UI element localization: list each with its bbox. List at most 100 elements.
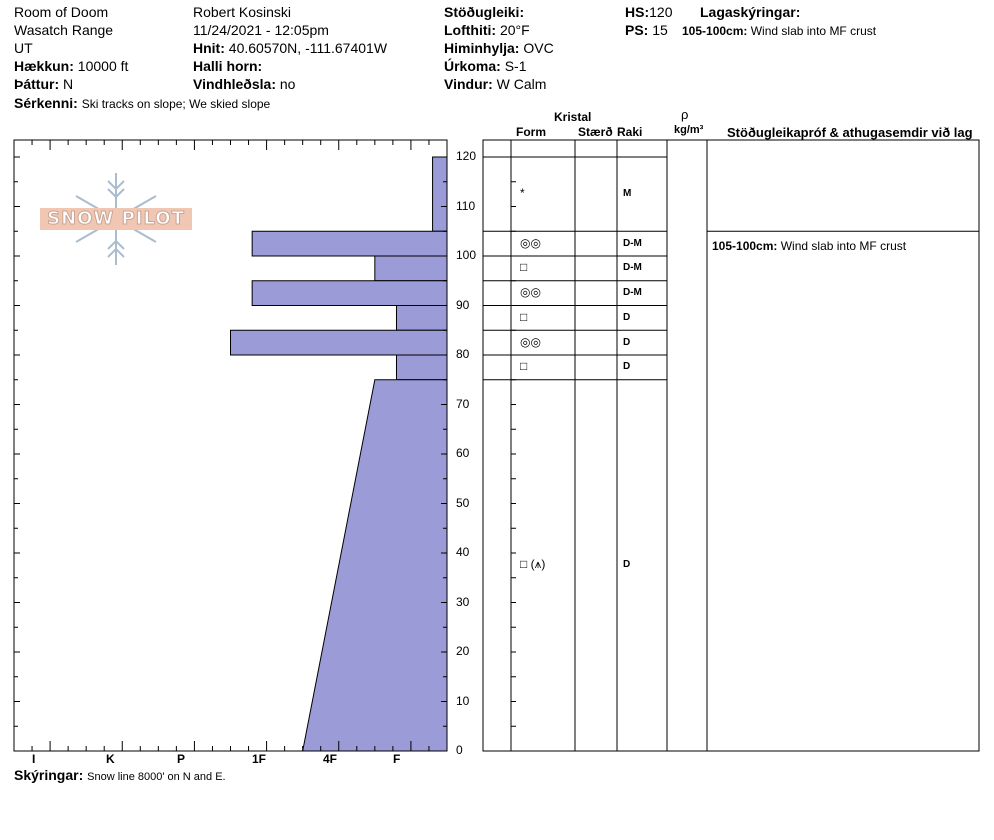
obs-datetime: 11/24/2021 - 12:05pm (193, 22, 329, 38)
slope-label: Halli horn: (193, 58, 263, 74)
y-tick-label: 100 (456, 248, 477, 262)
size-heading: Stærð (578, 125, 613, 139)
y-tick-label: 20 (456, 644, 470, 658)
precip-label: Úrkoma: (444, 58, 501, 74)
grain-form-symbol: □ (520, 309, 528, 324)
aspect-row: Þáttur: N (14, 75, 73, 93)
moisture-label: D-M (623, 287, 642, 299)
air-temp-label: Lofthiti: (444, 22, 497, 38)
layer-note: 105-100cm: Wind slab into MF crust (682, 22, 876, 40)
layer-comment-range: 105-100cm: (712, 239, 778, 254)
hardness-bar-5 (230, 329, 448, 356)
rho-heading: ρ (681, 107, 689, 122)
features-value: Ski tracks on slope; We skied slope (81, 97, 271, 111)
grain-form-symbol: □ (520, 359, 528, 374)
sky-label: Himinhylja: (444, 40, 520, 56)
air-temp-value: 20°F (499, 22, 530, 38)
form-heading: Form (516, 125, 546, 139)
layer-comment: 105-100cm: Wind slab into MF crust (712, 239, 906, 253)
hs-row: HS:120 (625, 3, 672, 21)
y-tick-label: 70 (456, 396, 470, 411)
wind-label: Vindur: (444, 76, 493, 92)
elevation-row: Hækkun: 10000 ft (14, 57, 128, 75)
precip-value: S-1 (504, 58, 527, 74)
observer-name: Robert Kosinski (193, 4, 292, 20)
footer-notes: Skýringar: Snow line 8000' on N and E. (14, 766, 226, 786)
coords-value: 40.60570N, -111.67401W (228, 40, 388, 56)
y-tick-label: 30 (456, 594, 470, 609)
footer-notes-label: Skýringar: (14, 767, 84, 783)
hs-label: HS: (625, 4, 650, 20)
layer-notes-heading: Lagaskýringar: (700, 3, 800, 21)
slope-row: Halli horn: (193, 57, 262, 75)
logo-text: SNOW PILOT (40, 208, 192, 230)
y-tick-label: 80 (456, 347, 470, 361)
elevation-label: Hækkun: (14, 58, 74, 74)
moisture-label: D (623, 559, 631, 571)
layer-comment-text: Wind slab into MF crust (777, 239, 907, 254)
wind-value: W Calm (496, 76, 547, 92)
grain-form-symbol: ◎◎ (520, 285, 541, 300)
y-tick-label: 120 (456, 149, 477, 163)
table-frame (482, 139, 980, 752)
moisture-label: M (623, 188, 632, 200)
moisture-label: D-M (623, 262, 642, 274)
x-tick-label: I (32, 752, 36, 766)
moisture-heading: Raki (617, 125, 643, 139)
ps-value: 15 (652, 22, 668, 38)
x-tick-label: 1F (252, 752, 267, 766)
hardness-bar-1 (251, 230, 448, 257)
hardness-bar-7 (302, 379, 448, 752)
stability-row: Stöðugleiki: (444, 3, 524, 21)
x-tick-label: F (393, 752, 401, 766)
grain-form-symbol: □ (520, 260, 528, 275)
aspect-value: N (63, 76, 74, 92)
grain-form-symbol: ◎◎ (520, 334, 541, 349)
moisture-label: D (623, 361, 631, 373)
sky-row: Himinhylja: OVC (444, 39, 554, 57)
wind-loading-row: Vindhleðsla: no (193, 75, 295, 93)
sky-value: OVC (523, 40, 554, 56)
hardness-bar-2 (374, 255, 448, 282)
precip-row: Úrkoma: S-1 (444, 57, 526, 75)
y-tick-label: 50 (456, 495, 470, 510)
aspect-label: Þáttur: (14, 76, 60, 92)
ps-label: PS: (625, 22, 649, 38)
wind-loading-label: Vindhleðsla: (193, 76, 276, 92)
y-tick-label: 90 (456, 297, 470, 312)
crystal-heading: Kristal (554, 110, 592, 124)
stability-label: Stöðugleiki: (444, 4, 525, 20)
coords-label: Hnit: (193, 40, 225, 56)
snowpilot-logo: SNOW PILOT (40, 172, 200, 268)
location-name: Room of Doom (14, 4, 109, 20)
grain-form-symbol: * (520, 186, 525, 201)
x-tick-label: K (106, 752, 115, 766)
wind-loading-value: no (279, 76, 296, 92)
y-tick-label: 0 (456, 743, 463, 757)
features-row: Sérkenni: Ski tracks on slope; We skied … (14, 94, 270, 113)
ps-row: PS: 15 (625, 21, 668, 39)
layer-note-range: 105-100cm: (682, 24, 748, 38)
layer-notes-label: Lagaskýringar: (700, 4, 801, 20)
hardness-bar-6 (395, 354, 448, 381)
y-tick-label: 60 (456, 446, 470, 460)
grain-form-symbol: ◎◎ (520, 235, 541, 250)
state-name: UT (14, 40, 33, 56)
hs-value: 120 (649, 4, 673, 20)
coords-row: Hnit: 40.60570N, -111.67401W (193, 39, 387, 57)
features-label: Sérkenni: (14, 95, 78, 111)
y-tick-label: 40 (456, 545, 470, 559)
y-tick-label: 10 (456, 693, 470, 708)
wind-row: Vindur: W Calm (444, 75, 546, 93)
range-name: Wasatch Range (14, 22, 114, 38)
moisture-label: D (623, 311, 631, 323)
hardness-bar-4 (395, 305, 448, 331)
grain-form-symbol: □ (⩚) (520, 557, 546, 572)
air-temp-row: Lofthiti: 20°F (444, 21, 530, 39)
x-tick-label: P (177, 752, 186, 766)
moisture-label: D-M (623, 237, 642, 249)
density-heading: kg/m³ (674, 124, 704, 136)
tests-heading: Stöðugleikapróf & athugasemdir við lag (727, 125, 973, 140)
elevation-value: 10000 ft (77, 58, 129, 74)
